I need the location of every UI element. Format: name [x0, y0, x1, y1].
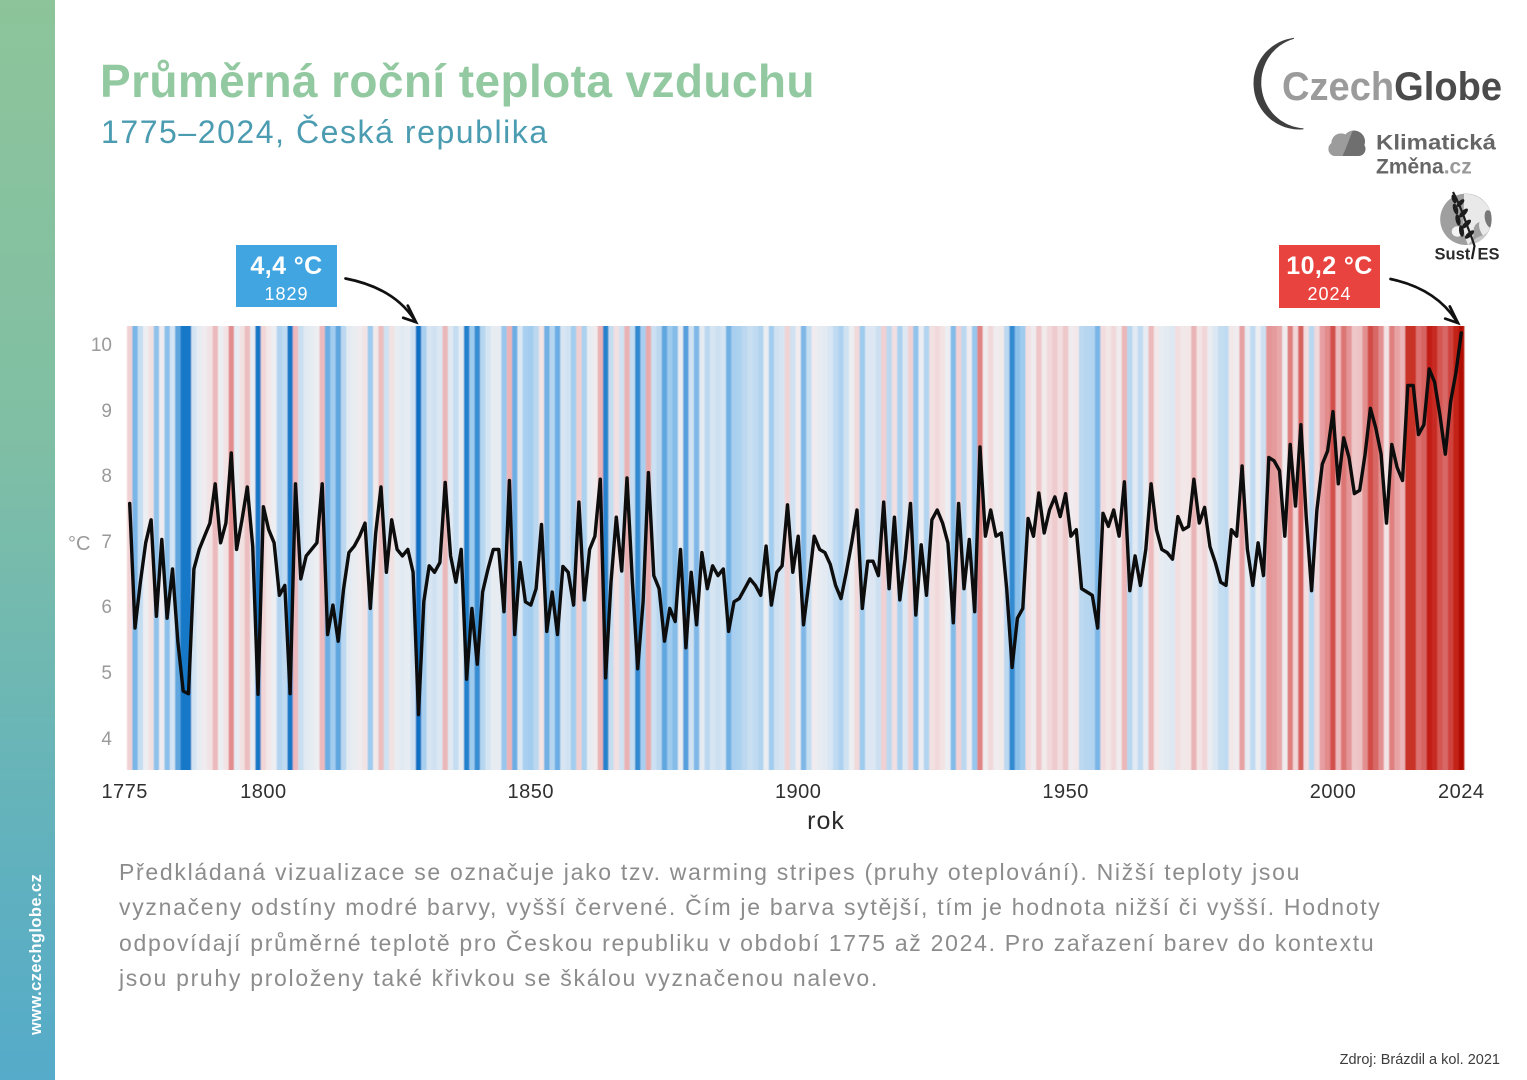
svg-text:ES: ES: [1478, 246, 1500, 264]
svg-text:Sust: Sust: [1435, 246, 1471, 264]
svg-text:Změna.cz: Změna.cz: [1376, 156, 1472, 179]
svg-text:Klimatická: Klimatická: [1376, 132, 1496, 155]
svg-text:CzechGlobe: CzechGlobe: [1282, 65, 1502, 109]
